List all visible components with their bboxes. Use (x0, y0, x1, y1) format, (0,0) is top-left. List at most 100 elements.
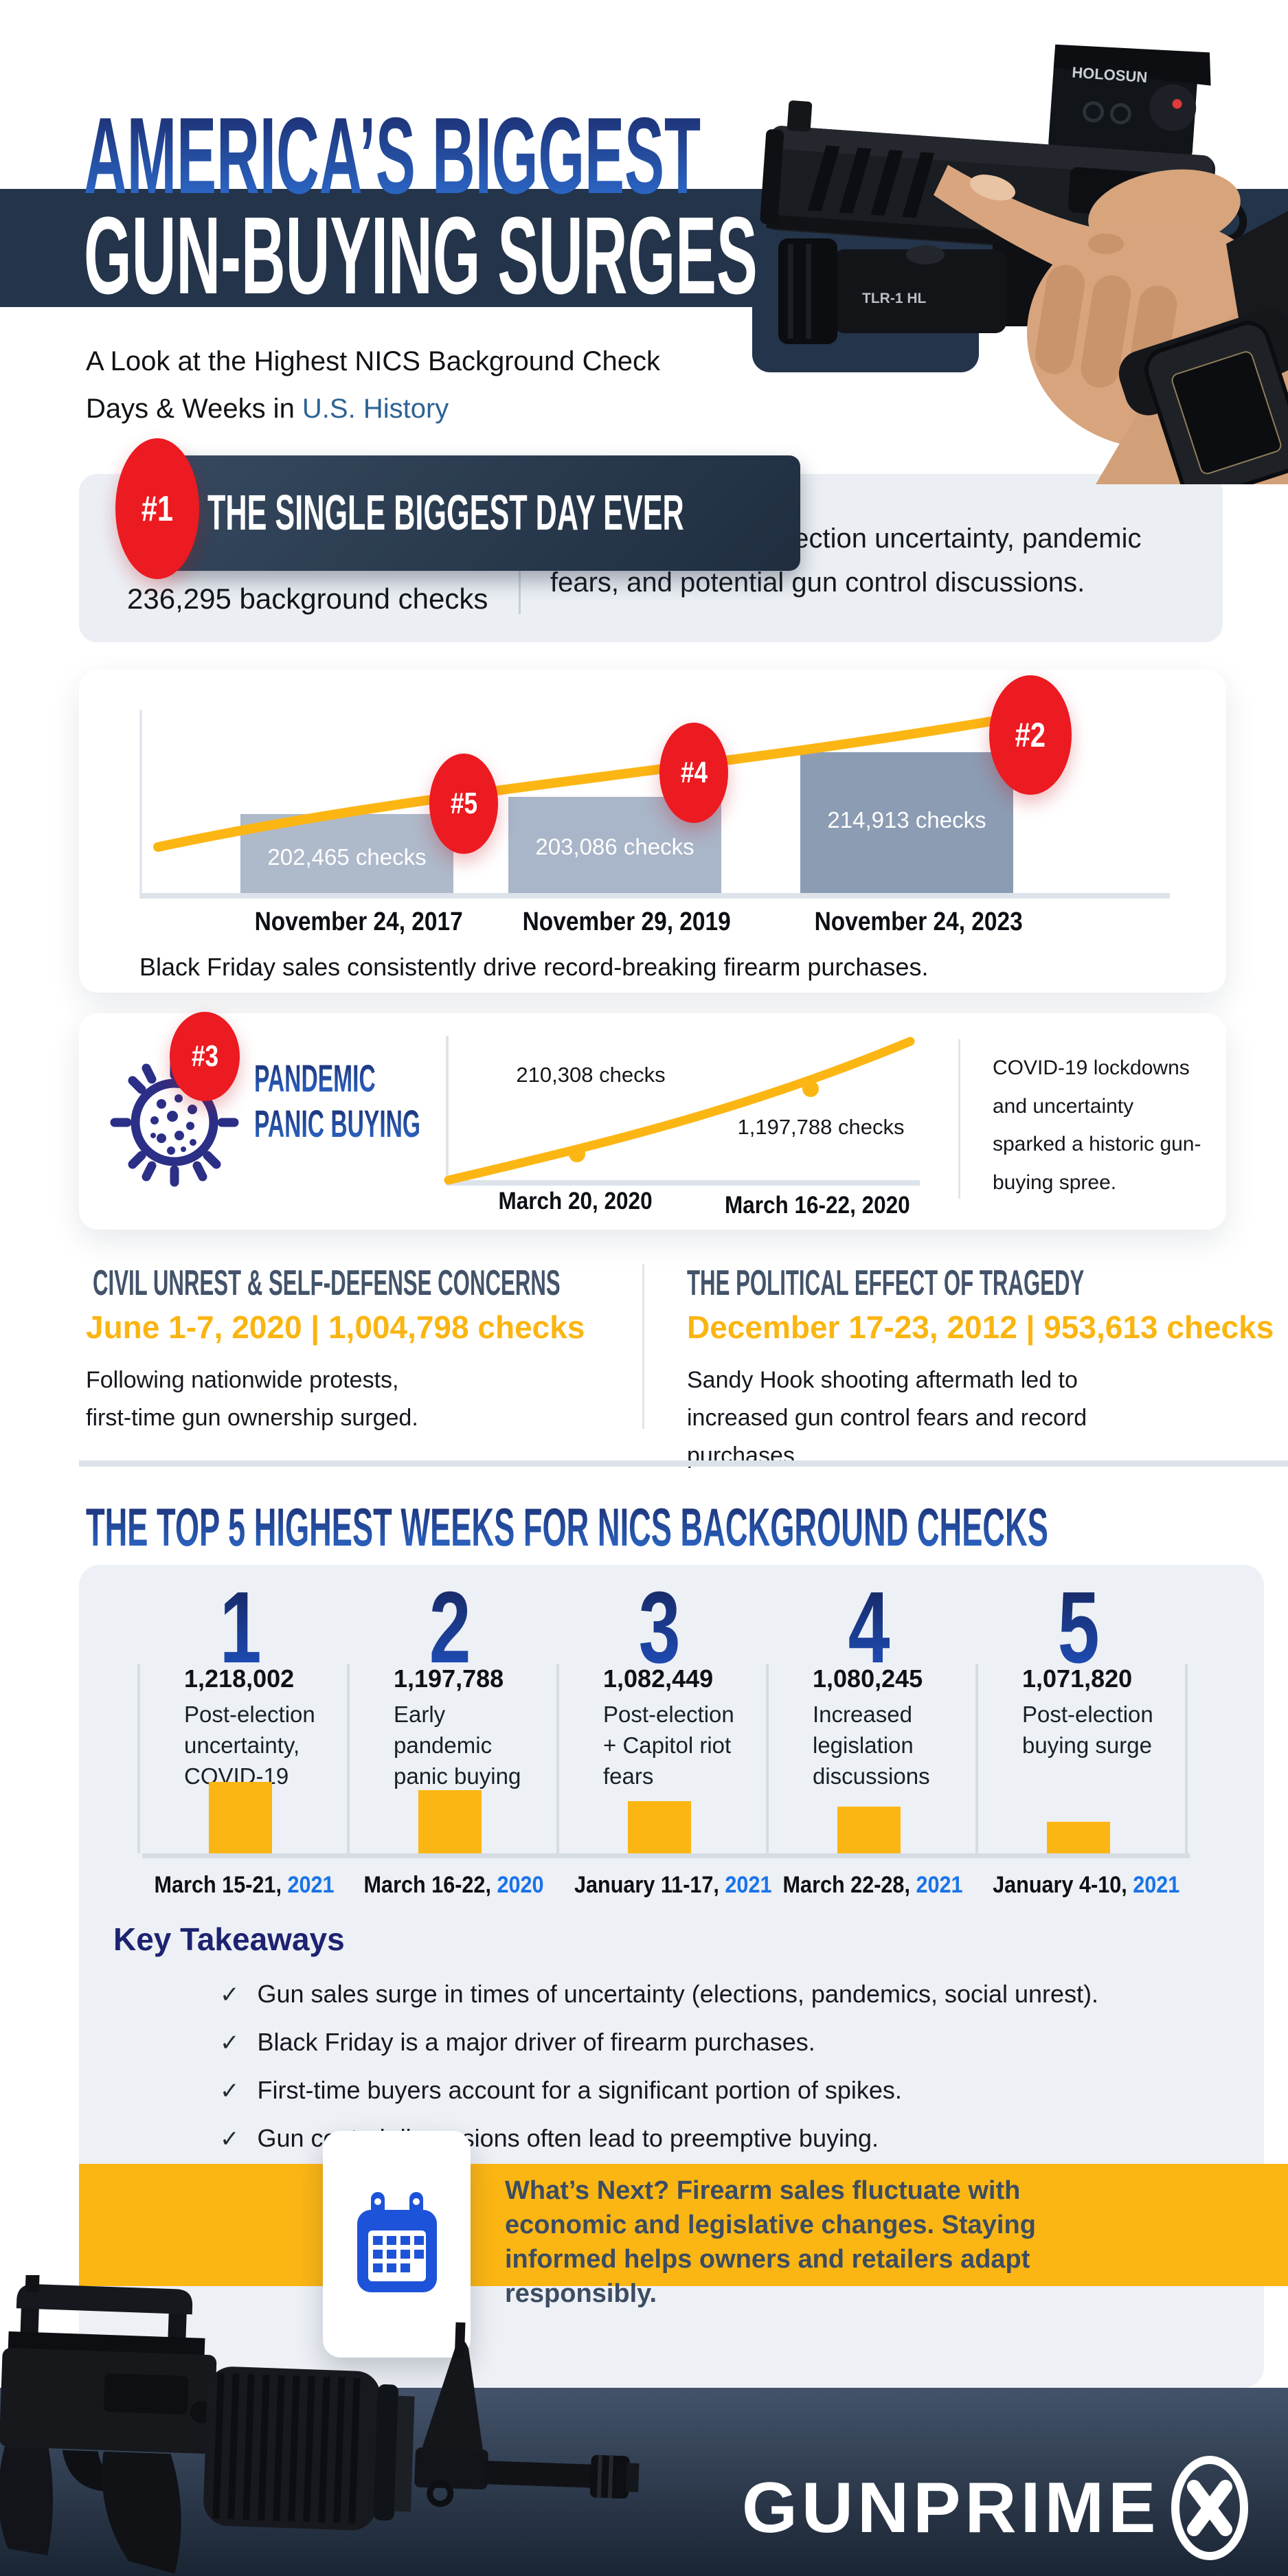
top5-divider (975, 1664, 978, 1853)
footer-brand-icon (1171, 2456, 1249, 2560)
takeaway-item: ✓ Gun control discussions often lead to p… (220, 2124, 879, 2152)
subtitle-line1: A Look at the Highest NICS Background Ch… (86, 346, 661, 376)
footer-logo: GUNPRIME (742, 2454, 1250, 2562)
event-civil-unrest-title: CIVIL UNREST & SELF-DEFENSE CONCERNS (93, 1263, 561, 1303)
event-tragedy-stat: December 17-23, 2012 | 953,613 checks (687, 1309, 1274, 1345)
top5-baseline (142, 1853, 1190, 1858)
check-icon: ✓ (220, 2126, 240, 2152)
check-icon: ✓ (220, 2078, 240, 2104)
top5-bar-1 (209, 1782, 272, 1853)
bf-bar-2-label: 203,086 checks (535, 834, 694, 859)
top5-desc-4: Increased legislation discussions (813, 1702, 930, 1789)
black-friday-card: 202,465 checks 203,086 checks 214,913 ch… (79, 670, 1226, 993)
light-brand-label: TLR-1 HL (862, 291, 926, 306)
top5-desc-5: Post-election buying surge (1022, 1702, 1153, 1758)
takeaways-heading: Key Takeaways (113, 1921, 345, 1957)
pandemic-line-chart (444, 1036, 920, 1186)
calendar-icon (357, 2192, 437, 2292)
pandemic-description: COVID-19 lockdowns and uncertainty spark… (993, 1057, 1201, 1194)
top5-date-3: January 11-17, 2021 (574, 1872, 772, 1898)
page-title-line1: AMERICA’S BIGGEST (84, 102, 1206, 210)
pistol-photo-art: HOLOSUN TLR-1 HL (760, 44, 1288, 484)
page-title-line1-text: AMERICA’S BIGGEST (84, 95, 701, 216)
events-divider (642, 1264, 644, 1429)
rank-badge-2-label: #2 (1015, 716, 1046, 754)
rank-badge-5-label: #5 (450, 787, 477, 820)
whats-next-text: What’s Next? Firearm sales fluctuate wit… (505, 2176, 1036, 2309)
footer-brand-wordmark: GUNPRIME (742, 2467, 1160, 2548)
top5-bar-4 (837, 1807, 901, 1853)
pandemic-divider (958, 1039, 960, 1199)
bf-date-2: November 29, 2019 (522, 907, 731, 936)
subtitle: A Look at the Highest NICS Background Ch… (86, 338, 773, 433)
top5-desc-3: Post-election + Capitol riot fears (603, 1702, 734, 1789)
wrist-watch-icon (1118, 308, 1288, 484)
x-axis (139, 893, 1170, 899)
subtitle-line2: Days & Weeks in (86, 393, 302, 424)
virus-icon (110, 1058, 239, 1187)
top5-divider (347, 1664, 350, 1853)
rank-badge-2: #2 (989, 675, 1072, 795)
section-divider (79, 1460, 1288, 1467)
top5-divider (137, 1664, 140, 1853)
takeaway-item: ✓ Black Friday is a major driver of firea… (220, 2028, 815, 2056)
rank-badge-4-label: #4 (680, 756, 708, 789)
page-title-line2-text: GUN-BUYING SURGES (84, 194, 758, 317)
top5-value-5: 1,071,820 (1022, 1664, 1133, 1693)
top5-value-4: 1,080,245 (813, 1664, 923, 1693)
subtitle-highlight: U.S. History (302, 393, 449, 424)
bf-bar-1-label: 202,465 checks (267, 844, 427, 870)
pandemic-title-line2: PANIC BUYING (254, 1101, 420, 1146)
top5-desc-2: Early pandemic panic buying (394, 1702, 521, 1789)
event-civil-unrest-description: Following nationwide protests, first-tim… (86, 1367, 418, 1432)
rank-number-2: 2 (429, 1571, 471, 1684)
calendar-card (323, 2131, 471, 2358)
bf-date-1: November 24, 2017 (254, 907, 463, 936)
check-icon: ✓ (220, 2030, 240, 2056)
top5-divider (766, 1664, 769, 1853)
page-title-line2: GUN-BUYING SURGES (84, 201, 1287, 310)
top5-value-3: 1,082,449 (603, 1664, 714, 1693)
top5-value-2: 1,197,788 (394, 1664, 504, 1693)
event-tragedy-description: Sandy Hook shooting aftermath led to inc… (687, 1367, 1087, 1469)
top5-desc-1: Post-election uncertainty, COVID-19 (184, 1702, 315, 1789)
rank-number-4: 4 (848, 1571, 890, 1684)
rank-badge-1-label: #1 (141, 488, 174, 529)
top5-bar-5 (1047, 1822, 1110, 1853)
rank-number-3: 3 (638, 1571, 681, 1684)
rank-badge-3-label: #3 (191, 1039, 218, 1073)
pandemic-title: PANDEMIC PANIC BUYING (254, 1056, 531, 1146)
bf-date-3: November 24, 2023 (814, 907, 1023, 936)
rank-number-5: 5 (1057, 1571, 1100, 1684)
rank-badge-3: #3 (170, 1012, 240, 1101)
pandemic-date-2: March 16-22, 2020 (724, 1192, 910, 1219)
takeaway-item: ✓ First-time buyers account for a signifi… (220, 2076, 902, 2104)
bf-bar-3: 214,913 checks (800, 752, 1013, 893)
biggest-day-stat: 236,295 background checks (127, 583, 488, 615)
rifle-photo-art (0, 2275, 640, 2574)
whats-next-banner (79, 2164, 1288, 2286)
takeaway-item: ✓ Gun sales surge in times of uncertainty… (220, 1980, 1099, 2008)
top5-date-5: January 4-10, 2021 (993, 1872, 1180, 1898)
rank-badge-5: #5 (429, 754, 498, 854)
top5-divider (556, 1664, 559, 1853)
bf-bar-1: 202,465 checks (240, 814, 453, 893)
top5-date-2: March 16-22, 2020 (363, 1872, 544, 1898)
rank-badge-4: #4 (659, 723, 728, 823)
top5-date-4: March 22-28, 2021 (782, 1872, 963, 1898)
top5-bar-2 (418, 1790, 482, 1853)
top5-date-1: March 15-21, 2021 (154, 1872, 335, 1898)
top5-heading: THE TOP 5 HIGHEST WEEKS FOR NICS BACKGRO… (86, 1497, 1048, 1557)
rank-badge-1: #1 (115, 438, 199, 579)
event-civil-unrest-stat: June 1-7, 2020 | 1,004,798 checks (86, 1309, 585, 1345)
y-axis (139, 710, 142, 893)
pandemic-point-1-label: 210,308 checks (516, 1063, 666, 1087)
rank-number-1: 1 (219, 1571, 262, 1684)
pandemic-title-line1: PANDEMIC (254, 1056, 376, 1101)
pandemic-card: #3 PANDEMIC PANIC BUYING 210,308 checks … (79, 1012, 1226, 1230)
pandemic-date-1: March 20, 2020 (498, 1188, 653, 1214)
bf-caption: Black Friday sales consistently drive re… (139, 953, 929, 981)
biggest-day-banner: THE SINGLE BIGGEST DAY EVER (165, 455, 800, 571)
bf-bar-3-label: 214,913 checks (827, 807, 986, 833)
